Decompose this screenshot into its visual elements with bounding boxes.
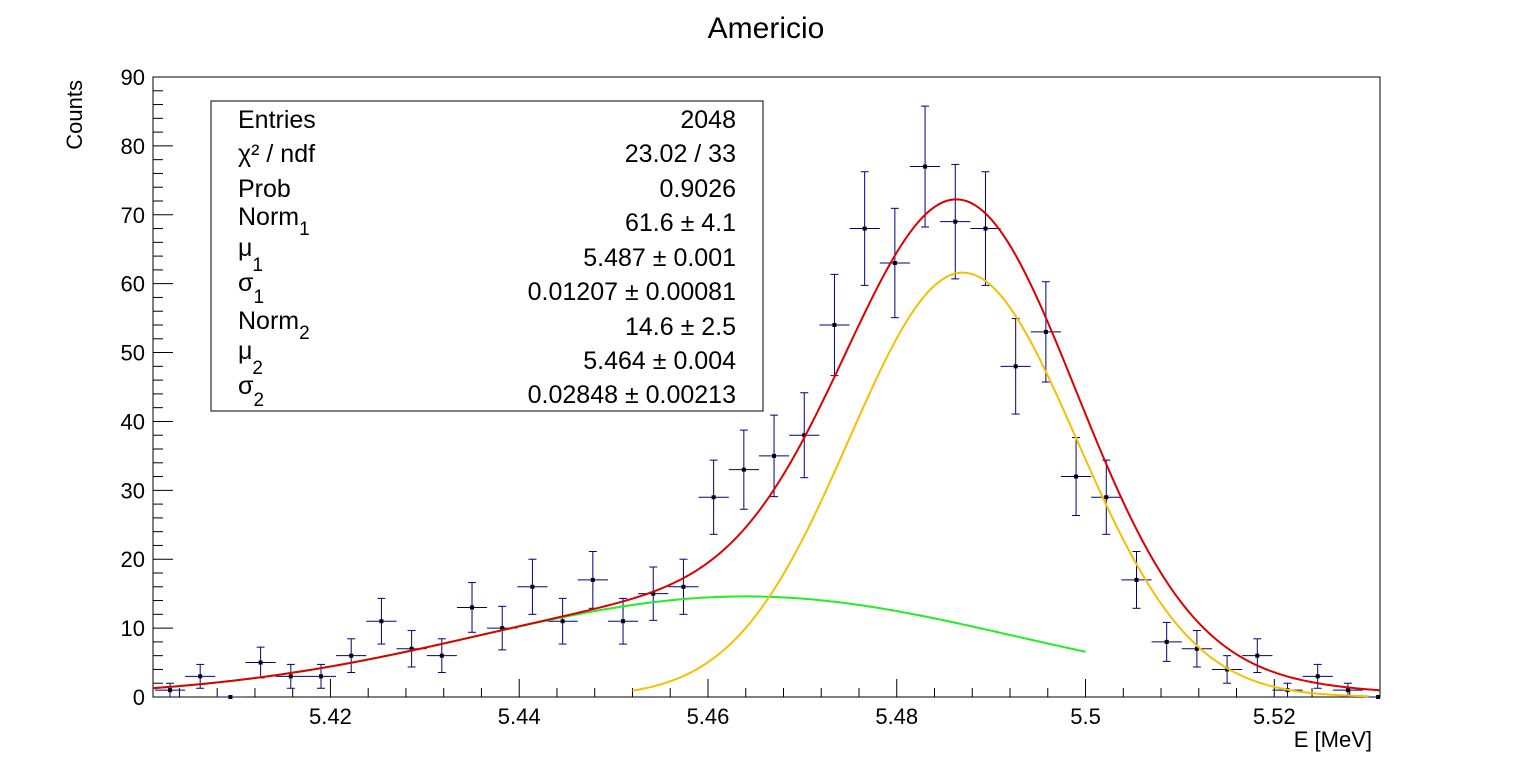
stats-entries-label: Entries (238, 106, 316, 134)
stats-box-frame (210, 100, 764, 412)
data-point (154, 682, 186, 698)
y-tick-label: 70 (121, 203, 145, 228)
stats-sigma2-sub: 2 (253, 390, 264, 411)
x-tick-label: 5.48 (875, 704, 918, 729)
y-tick-label: 80 (121, 134, 145, 159)
data-point (577, 550, 608, 609)
data-point (940, 163, 971, 280)
data-point (728, 429, 759, 510)
fit-curves (152, 198, 1381, 698)
data-point (668, 558, 699, 615)
data-point (1091, 459, 1122, 535)
x-tick-label: 5.46 (687, 704, 730, 729)
data-point (970, 171, 1001, 286)
x-axis-label: E [MeV] (1294, 727, 1372, 752)
fit-curve-peak1 (632, 271, 1369, 698)
data-point (275, 663, 306, 689)
y-tick-label: 40 (121, 409, 145, 434)
data-point (456, 582, 488, 633)
stats-mu1-label: μ1 (238, 234, 263, 276)
stats-sigma1-name: σ (238, 269, 254, 297)
fit-curve-peak2 (152, 595, 1086, 690)
data-point (336, 638, 367, 674)
data-point (185, 663, 216, 689)
stats-norm2-label: Norm2 (238, 307, 310, 344)
stats-prob-value: 0.9026 (660, 175, 736, 203)
stats-prob-label: Prob (238, 175, 291, 203)
x-tick-label: 5.5 (1070, 704, 1101, 729)
stats-mu2-value: 5.464 ± 0.004 (583, 347, 736, 375)
stats-mu2-name: μ (238, 337, 252, 365)
stats-sigma1-label: σ1 (238, 269, 264, 308)
data-point (819, 273, 850, 377)
stats-norm2-value: 14.6 ± 2.5 (625, 313, 736, 341)
stats-norm1-value: 61.6 ± 4.1 (625, 209, 736, 237)
stats-entries-value: 2048 (680, 106, 736, 134)
y-tick-label: 30 (121, 478, 145, 503)
data-point (366, 597, 397, 645)
data-point (1121, 550, 1152, 609)
data-point (245, 646, 276, 679)
data-point (789, 392, 820, 479)
y-tick-label: 60 (121, 272, 145, 297)
data-point (215, 695, 246, 699)
y-tick-label: 20 (121, 547, 145, 572)
y-tick-label: 90 (121, 65, 145, 90)
stats-sigma2-label: σ2 (238, 372, 264, 411)
stats-sigma1-value: 0.01207 ± 0.00081 (528, 278, 736, 306)
data-point (1242, 638, 1273, 674)
data-point (517, 558, 548, 615)
data-point (879, 207, 910, 319)
data-point (638, 566, 669, 621)
data-point (909, 105, 941, 228)
x-axis-ticks: 5.42 5.44 5.46 5.48 5.5 5.52 (178, 679, 1351, 729)
data-point (758, 414, 790, 498)
stats-mu2-sub: 2 (252, 358, 263, 379)
y-axis-ticks: 0 10 20 30 40 50 60 70 80 90 (121, 65, 173, 710)
data-point (1000, 318, 1031, 415)
data-points (154, 105, 1381, 699)
stats-norm1-name: Norm (238, 203, 299, 231)
data-point (1060, 437, 1092, 517)
data-point (698, 459, 729, 535)
y-tick-label: 10 (121, 616, 145, 641)
x-tick-label: 5.44 (498, 704, 541, 729)
stats-mu1-value: 5.487 ± 0.001 (583, 244, 736, 272)
data-point (1151, 621, 1182, 662)
stats-mu1-sub: 1 (252, 255, 263, 276)
stats-box: Entries 2048 χ² / ndf 23.02 / 33 Prob 0.… (210, 100, 764, 412)
y-tick-label: 0 (133, 685, 145, 710)
stats-norm1-sub: 1 (299, 219, 310, 240)
stats-norm2-name: Norm (238, 307, 299, 335)
stats-mu1-name: μ (238, 234, 252, 262)
stats-norm1-label: Norm1 (238, 203, 310, 240)
data-point (849, 171, 880, 286)
y-axis-label: Counts (62, 80, 87, 150)
stats-norm2-sub: 2 (299, 323, 310, 344)
stats-mu2-label: μ2 (238, 337, 263, 379)
plot-frame (152, 76, 1381, 698)
x-tick-label: 5.42 (309, 704, 352, 729)
data-point (1302, 663, 1333, 689)
data-point (1211, 655, 1243, 684)
data-point (547, 597, 578, 645)
chart-title: Americio (708, 12, 825, 45)
x-tick-label: 5.52 (1253, 704, 1296, 729)
data-point (1030, 281, 1061, 383)
y-tick-label: 50 (121, 341, 145, 366)
data-point (1181, 630, 1212, 668)
fit-curve-total (152, 198, 1381, 692)
stats-chi2-label: χ² / ndf (238, 140, 315, 168)
stats-sigma2-name: σ (238, 372, 254, 400)
stats-sigma2-value: 0.02848 ± 0.00213 (528, 381, 736, 409)
stats-sigma1-sub: 1 (253, 287, 264, 308)
stats-chi2-value: 23.02 / 33 (625, 140, 736, 168)
